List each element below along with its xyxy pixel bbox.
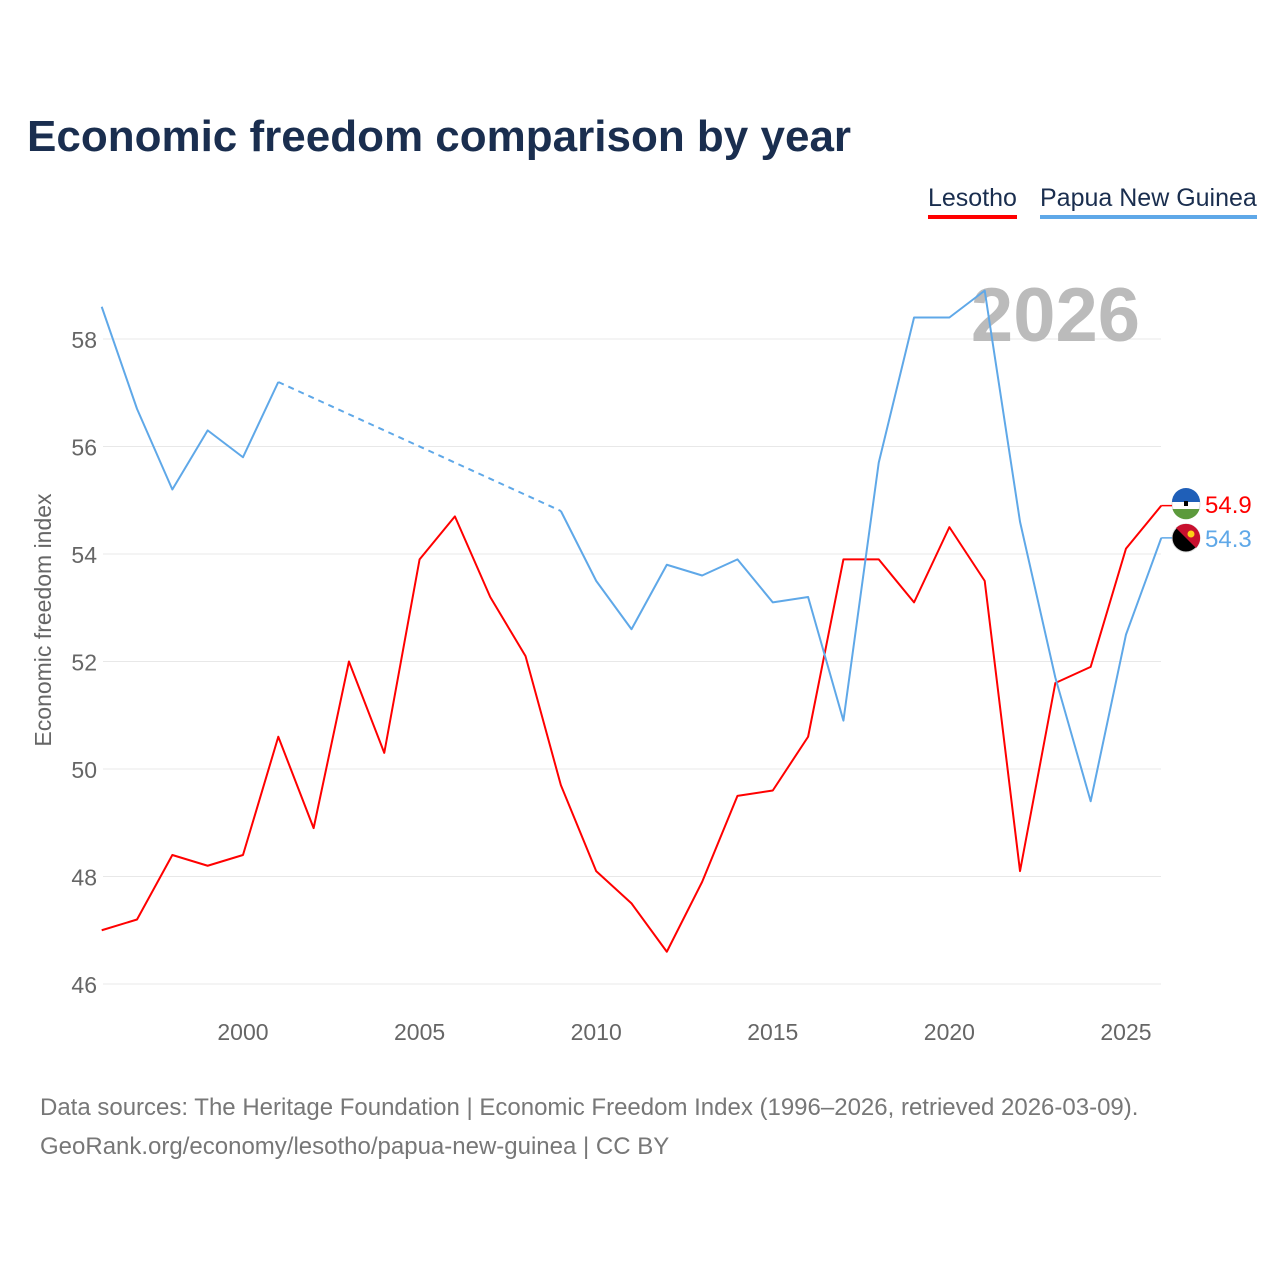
- mokorotlo-icon: [1184, 501, 1188, 506]
- y-tick-label: 56: [71, 435, 97, 461]
- source-note: Data sources: The Heritage Foundation | …: [40, 1088, 1138, 1166]
- x-tick-label: 2005: [394, 1019, 445, 1045]
- x-tick-label: 2000: [217, 1019, 268, 1045]
- y-tick-label: 48: [71, 865, 97, 891]
- chart-title: Economic freedom comparison by year: [27, 112, 852, 161]
- x-tick-label: 2025: [1100, 1019, 1151, 1045]
- end-value-label: 54.9: [1205, 492, 1252, 519]
- y-tick-label: 52: [71, 650, 97, 676]
- y-tick-label: 50: [71, 757, 97, 783]
- end-value-label: 54.3: [1205, 526, 1252, 553]
- y-tick-label: 58: [71, 327, 97, 353]
- series-line-papua-new-guinea: [559, 289, 1163, 803]
- series-line-papua-new-guinea: [100, 306, 280, 491]
- y-axis-label: Economic freedom index: [30, 493, 56, 747]
- gap-connector: [277, 381, 562, 512]
- legend-lesotho[interactable]: Lesotho: [928, 184, 1017, 219]
- flag-green-band: [1172, 509, 1200, 520]
- year-watermark: 2026: [971, 273, 1140, 358]
- legend-papua-new-guinea[interactable]: Papua New Guinea: [1040, 184, 1257, 219]
- x-tick-label: 2010: [571, 1019, 622, 1045]
- flag-blue-band: [1172, 488, 1200, 502]
- source-line-1: Data sources: The Heritage Foundation | …: [40, 1094, 1139, 1121]
- series-line-lesotho: [101, 504, 1163, 953]
- x-tick-label: 2020: [924, 1019, 975, 1045]
- bird-of-paradise-icon: [1187, 530, 1195, 538]
- flag-red-half: [1176, 523, 1201, 548]
- y-tick-label: 54: [71, 542, 97, 568]
- x-tick-label: 2015: [747, 1019, 798, 1045]
- y-tick-label: 46: [71, 972, 97, 998]
- source-line-2: GeoRank.org/economy/lesotho/papua-new-gu…: [40, 1133, 670, 1160]
